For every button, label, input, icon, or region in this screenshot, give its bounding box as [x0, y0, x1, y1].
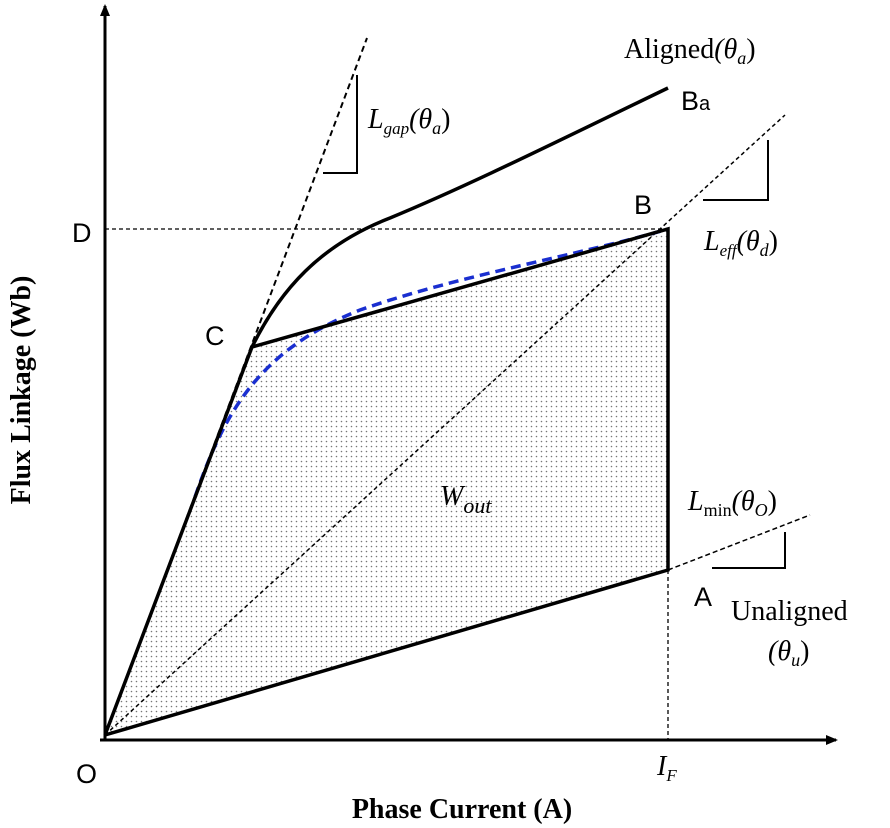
subscript: out [463, 493, 492, 518]
slope-marker [323, 75, 358, 174]
point-label: Ba [681, 86, 711, 116]
subscript: min [704, 500, 732, 520]
l-min-line [667, 514, 811, 571]
open: (θ [768, 636, 791, 667]
close: ) [441, 104, 450, 135]
l-eff-line [104, 114, 786, 736]
l-gap-label: Lgap(θa) [367, 104, 450, 138]
cycle-outline [103, 226, 670, 737]
open: (θ [714, 34, 737, 65]
unaligned-angle: (θu) [768, 636, 809, 670]
symbol: I [656, 751, 668, 782]
y-axis-label: Flux Linkage (Wb) [6, 276, 37, 505]
blue-curve [193, 227, 669, 498]
symbol: B [681, 86, 699, 116]
work-region [105, 229, 668, 735]
aligned-label: Aligned(θa) [624, 34, 756, 68]
point-label: O [76, 759, 97, 789]
point-label: C [205, 321, 225, 351]
point-label: A [694, 582, 712, 612]
close: ) [769, 226, 778, 257]
subscript: O [755, 500, 768, 520]
symbol: L [687, 486, 704, 517]
point-label: B [634, 190, 652, 220]
if-label: IF [656, 751, 677, 785]
aligned-curve [250, 86, 669, 348]
symbol: L [367, 104, 384, 135]
close: ) [800, 636, 809, 667]
close: ) [746, 34, 755, 65]
unaligned-label: Unaligned [731, 596, 848, 627]
subscript: a [699, 93, 711, 115]
subscript: a [432, 118, 441, 138]
l-eff-label: Leff(θd) [703, 226, 778, 260]
subscript: u [791, 650, 800, 670]
w-out-label: Wout [440, 481, 492, 518]
subscript: eff [720, 241, 739, 260]
subscript: d [760, 240, 770, 260]
subscript: F [665, 766, 677, 785]
symbol: L [703, 226, 720, 257]
slope-marker [703, 140, 769, 201]
l-min-label: Lmin(θO) [687, 486, 777, 520]
symbol: W [440, 481, 466, 512]
text: Aligned [624, 34, 714, 65]
subscript: gap [384, 119, 410, 138]
slope-marker [712, 532, 786, 569]
subscript: a [737, 48, 746, 68]
close: ) [768, 486, 777, 517]
open: (θ [409, 104, 432, 135]
lines [100, 4, 838, 745]
open: (θ [732, 486, 755, 517]
open: (θ [737, 226, 760, 257]
point-label: D [72, 218, 92, 248]
x-axis-label: Phase Current (A) [352, 794, 572, 825]
